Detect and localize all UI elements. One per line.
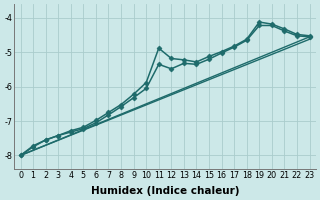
X-axis label: Humidex (Indice chaleur): Humidex (Indice chaleur) xyxy=(91,186,239,196)
